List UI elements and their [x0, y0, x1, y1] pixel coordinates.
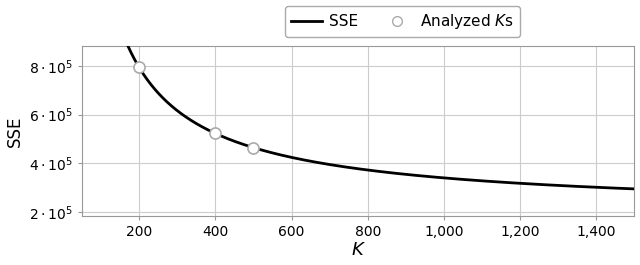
Y-axis label: SSE: SSE — [6, 115, 24, 147]
Legend: SSE, Analyzed $K$s: SSE, Analyzed $K$s — [285, 6, 520, 37]
Point — [210, 131, 220, 135]
Point — [248, 145, 259, 150]
X-axis label: $K$: $K$ — [351, 241, 365, 259]
Point — [134, 65, 144, 69]
